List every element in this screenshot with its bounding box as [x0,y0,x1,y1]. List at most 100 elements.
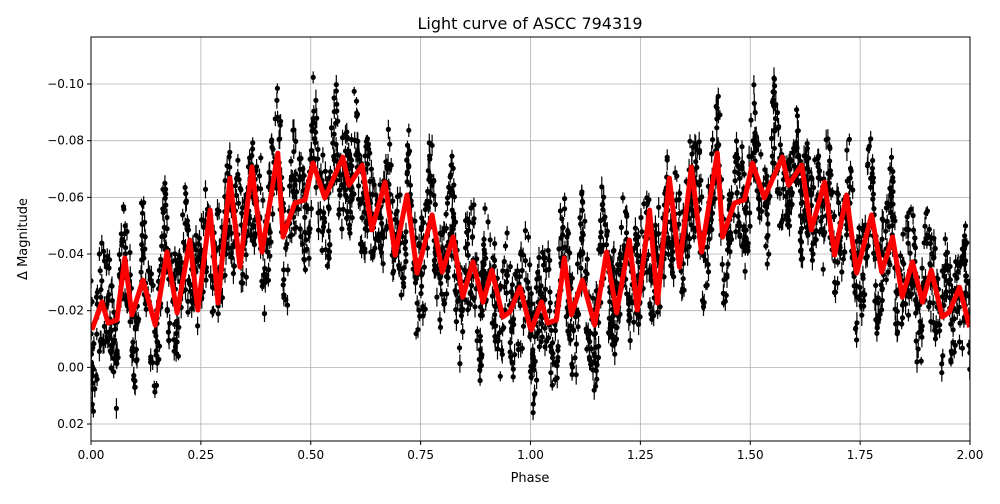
data-point [180,212,186,218]
data-point [582,218,588,224]
data-point [686,244,692,250]
data-point [739,164,745,170]
data-point [530,347,536,353]
data-point [349,215,355,221]
data-point [418,290,424,297]
data-point [150,282,156,288]
data-point [370,254,376,260]
data-point [522,228,529,234]
data-point [383,159,389,165]
data-point [594,362,600,368]
data-point [356,156,362,162]
data-point [706,227,712,234]
data-point [928,319,934,325]
data-point [591,387,597,393]
data-point [171,348,177,354]
data-point [576,311,582,318]
data-point [292,226,298,232]
data-point [483,255,489,261]
data-point [700,304,707,310]
data-point [148,271,154,277]
data-point [448,162,454,168]
data-point [477,377,483,384]
data-point [285,267,291,273]
data-point [481,262,487,268]
data-point [809,176,815,182]
data-point [577,215,583,221]
data-point [612,323,618,329]
data-point [467,290,473,297]
data-point [91,374,95,380]
data-point [543,338,550,344]
data-point [728,236,735,242]
data-point [951,349,957,355]
data-point [927,241,934,247]
data-point [291,194,297,200]
data-point [736,220,742,226]
data-point [140,246,146,253]
data-point [602,222,608,228]
data-point [791,145,797,151]
data-point [173,330,179,337]
data-point [162,180,168,186]
data-point [471,202,477,208]
data-point [871,250,877,256]
data-point [916,330,922,336]
data-point [444,195,451,201]
data-point [942,263,949,269]
data-point [626,307,632,314]
data-point [617,251,624,257]
data-point [607,331,614,337]
data-point [536,328,542,334]
data-point [341,184,347,191]
data-point [499,347,505,353]
data-point [870,179,876,185]
data-point [627,337,633,344]
y-tick-label: 0.02 [57,417,84,431]
data-point [499,351,505,357]
data-point [789,190,795,196]
data-point [601,194,607,200]
data-point [588,346,594,352]
data-point [288,158,294,164]
data-point [922,223,928,229]
data-point [815,161,821,167]
data-point [457,361,463,367]
data-point [847,184,853,190]
data-point [647,303,653,310]
data-point [685,253,691,259]
data-point [139,242,145,248]
data-point [947,263,953,270]
data-point [202,186,209,192]
data-point [690,144,696,150]
data-point [354,110,360,116]
data-point [941,268,947,274]
data-point [962,223,969,229]
data-point [309,128,315,134]
data-point [302,204,308,210]
data-point [156,356,162,362]
data-point [913,297,919,303]
data-point [427,156,433,162]
data-point [905,289,911,295]
data-point [445,268,451,274]
data-point [401,240,407,246]
data-point [446,184,452,190]
data-point [937,328,943,334]
data-point [676,221,682,227]
data-point [955,262,961,268]
data-point [122,296,128,302]
data-point [599,184,605,190]
data-point [719,261,725,267]
data-point [897,253,904,259]
data-point [764,211,770,217]
data-point [870,196,876,202]
data-point [877,311,883,317]
data-point [593,383,599,389]
data-point [390,198,396,204]
data-point [106,257,113,263]
data-point [519,267,525,274]
data-point [297,226,303,232]
data-point [604,232,610,238]
data-point [811,185,817,191]
